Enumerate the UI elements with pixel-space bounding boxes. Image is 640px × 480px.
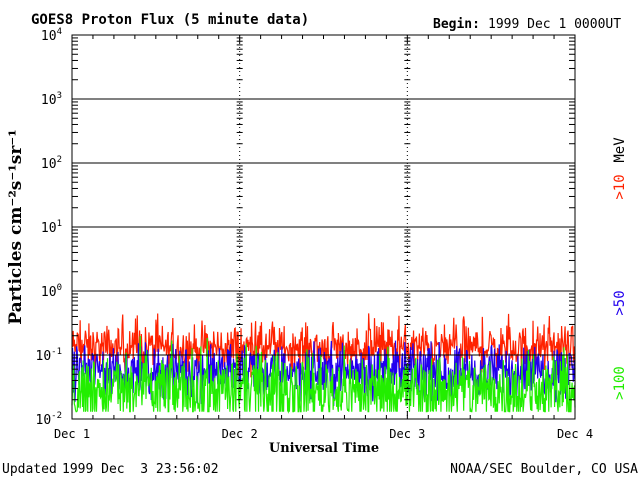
legend-entry-0: >10: [612, 174, 628, 199]
series-line-0: [71, 313, 576, 378]
footer-updated-label: Updated: [2, 462, 57, 477]
grid-layer: [71, 35, 576, 419]
x-tick-label-0: Dec 1: [54, 427, 90, 441]
y-tick-label-1: 10-1: [36, 347, 63, 364]
begin-value: 1999 Dec 1 0000UT: [488, 17, 621, 32]
legend-entry-2: >100: [612, 366, 628, 400]
x-tick-label-1: Dec 2: [222, 427, 258, 441]
y-tick-label-3: 101: [41, 219, 62, 236]
series-line-2: [71, 335, 576, 414]
x-tick-labels: Dec 1 Dec 2 Dec 3 Dec 4: [54, 427, 593, 441]
x-tick-label-3: Dec 4: [557, 427, 593, 441]
y-axis-label: Particles cm⁻²s⁻¹sr⁻¹: [6, 129, 26, 324]
series-layer: [71, 313, 576, 414]
y-tick-label-5: 103: [41, 91, 62, 108]
y-tick-label-4: 102: [41, 155, 62, 172]
x-tick-label-2: Dec 3: [389, 427, 425, 441]
legend: >10 >50 >100: [612, 174, 628, 400]
y-tick-label-6: 104: [41, 27, 62, 44]
series-line-1: [71, 340, 576, 406]
chart-title: GOES8 Proton Flux (5 minute data): [31, 12, 309, 28]
legend-entry-1: >50: [612, 290, 628, 315]
footer-credit: NOAA/SEC Boulder, CO USA: [450, 462, 638, 477]
footer-updated-value: 1999 Dec 3 23:56:02: [62, 462, 219, 477]
y-tick-labels: 10-2 10-1 100 101 102 103 104: [36, 27, 63, 428]
begin-label: Begin:: [433, 17, 480, 32]
legend-unit: MeV: [612, 137, 628, 163]
x-axis-label: Universal Time: [269, 441, 379, 456]
plot-frame: [71, 34, 576, 420]
y-tick-label-0: 10-2: [36, 411, 63, 428]
y-tick-label-2: 100: [41, 283, 62, 300]
